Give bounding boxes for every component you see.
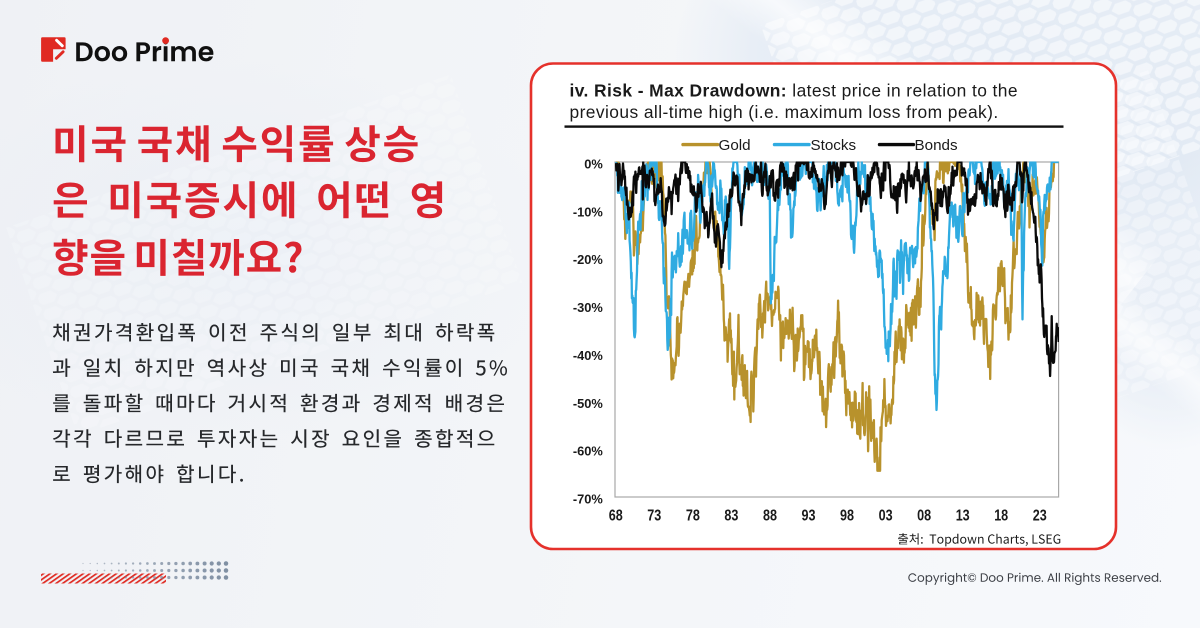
svg-text:13: 13 xyxy=(956,507,970,524)
svg-text:-70%: -70% xyxy=(573,492,604,507)
svg-text:-40%: -40% xyxy=(573,348,604,363)
svg-text:-50%: -50% xyxy=(573,396,604,411)
svg-text:73: 73 xyxy=(647,507,661,524)
svg-text:08: 08 xyxy=(917,507,931,524)
svg-text:-60%: -60% xyxy=(573,444,604,459)
svg-text:-20%: -20% xyxy=(573,252,604,267)
svg-text:-10%: -10% xyxy=(573,204,604,219)
svg-text:0%: 0% xyxy=(584,157,603,172)
svg-text:Bonds: Bonds xyxy=(915,137,958,154)
svg-text:iv. Risk - Max Drawdown: lates: iv. Risk - Max Drawdown: latest price in… xyxy=(570,81,1018,101)
svg-text:88: 88 xyxy=(763,507,777,524)
svg-text:23: 23 xyxy=(1033,507,1047,524)
svg-text:Stocks: Stocks xyxy=(811,137,857,154)
svg-text:03: 03 xyxy=(879,507,893,524)
svg-text:previous all-time high (i.e. m: previous all-time high (i.e. maximum los… xyxy=(570,102,999,122)
svg-text:83: 83 xyxy=(724,507,738,524)
svg-text:Gold: Gold xyxy=(719,137,751,154)
svg-text:-30%: -30% xyxy=(573,300,604,315)
svg-text:68: 68 xyxy=(609,507,623,524)
svg-text:98: 98 xyxy=(840,507,854,524)
svg-text:78: 78 xyxy=(686,507,700,524)
svg-text:18: 18 xyxy=(994,507,1008,524)
svg-text:93: 93 xyxy=(802,507,816,524)
